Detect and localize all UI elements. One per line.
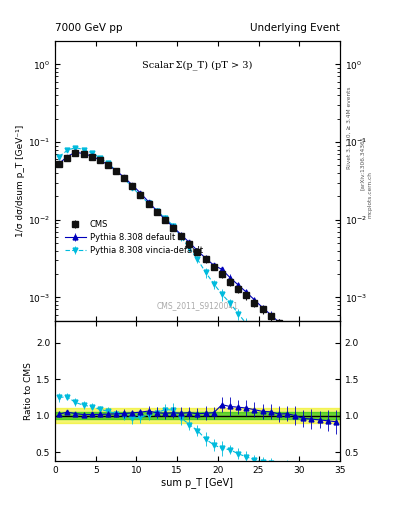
Y-axis label: 1/σ dσ/dsum p_T [GeV⁻¹]: 1/σ dσ/dsum p_T [GeV⁻¹] bbox=[16, 125, 25, 237]
Text: [arXiv:1306.3436]: [arXiv:1306.3436] bbox=[360, 137, 365, 190]
Text: 7000 GeV pp: 7000 GeV pp bbox=[55, 23, 123, 33]
Bar bbox=[55, 409, 340, 423]
Bar bbox=[55, 412, 340, 419]
Text: Rivet 3.1.10, ≥ 3.4M events: Rivet 3.1.10, ≥ 3.4M events bbox=[347, 87, 352, 169]
Text: Underlying Event: Underlying Event bbox=[250, 23, 340, 33]
Text: mcplots.cern.ch: mcplots.cern.ch bbox=[367, 171, 373, 218]
Text: CMS_2011_S9120041: CMS_2011_S9120041 bbox=[156, 301, 239, 310]
Legend: CMS, Pythia 8.308 default, Pythia 8.308 vincia-default: CMS, Pythia 8.308 default, Pythia 8.308 … bbox=[65, 220, 203, 255]
Text: Scalar Σ(p_T) (pT > 3): Scalar Σ(p_T) (pT > 3) bbox=[142, 60, 253, 70]
X-axis label: sum p_T [GeV]: sum p_T [GeV] bbox=[162, 477, 233, 488]
Y-axis label: Ratio to CMS: Ratio to CMS bbox=[24, 362, 33, 420]
